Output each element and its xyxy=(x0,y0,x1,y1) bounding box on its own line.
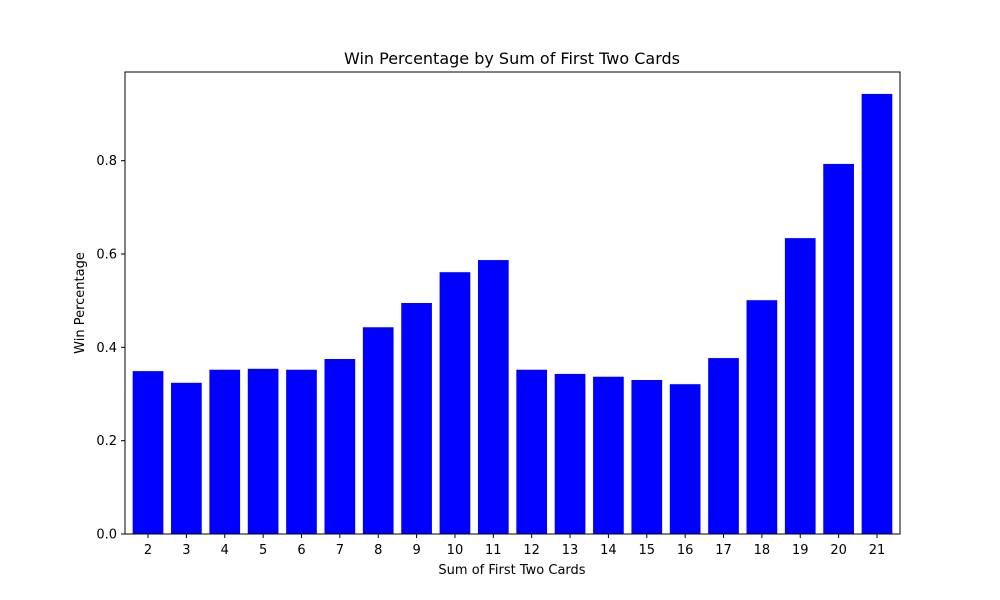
bar-13 xyxy=(554,373,586,534)
x-tick-label: 20 xyxy=(830,543,847,558)
bars-group xyxy=(132,93,893,535)
x-tick-label: 2 xyxy=(144,543,152,558)
bar-5 xyxy=(247,368,279,534)
x-tick-label: 5 xyxy=(259,543,267,558)
x-tick-label: 10 xyxy=(447,543,464,558)
y-tick-label: 0.2 xyxy=(96,434,117,449)
bar-20 xyxy=(823,163,854,534)
y-tick-label: 0.4 xyxy=(96,341,117,356)
bar-11 xyxy=(477,260,509,534)
x-tick-label: 14 xyxy=(600,543,617,558)
bar-17 xyxy=(708,358,739,534)
bar-10 xyxy=(439,272,471,534)
bar-19 xyxy=(784,238,816,534)
bar-12 xyxy=(516,369,548,534)
x-tick-label: 6 xyxy=(297,543,305,558)
x-tick-label: 15 xyxy=(639,543,656,558)
bar-15 xyxy=(631,380,663,534)
x-tick-label: 13 xyxy=(562,543,579,558)
x-tick-label: 9 xyxy=(412,543,420,558)
bar-16 xyxy=(669,384,701,534)
bar-21 xyxy=(861,93,893,535)
bar-9 xyxy=(401,303,432,534)
y-tick-label: 0.6 xyxy=(96,248,117,263)
bar-4 xyxy=(209,369,241,534)
x-tick-label: 16 xyxy=(677,543,694,558)
bar-6 xyxy=(286,369,317,534)
plot-frame xyxy=(124,71,901,535)
x-tick-label: 12 xyxy=(523,543,540,558)
x-axis-ticks: 2 3 4 5 6 7 8 9 10 11 12 13 14 15 16 17 18 19 20 21 xyxy=(144,534,885,558)
x-tick-label: 21 xyxy=(869,543,886,558)
bar-3 xyxy=(171,382,202,534)
x-tick-label: 7 xyxy=(336,543,344,558)
chart-title: Win Percentage by Sum of First Two Cards xyxy=(344,49,680,68)
y-tick-label: 0.0 xyxy=(96,528,117,543)
x-tick-label: 4 xyxy=(221,543,229,558)
bar-7 xyxy=(324,359,356,534)
x-tick-label: 3 xyxy=(182,543,190,558)
x-axis-label: Sum of First Two Cards xyxy=(438,563,585,578)
x-tick-label: 19 xyxy=(792,543,809,558)
y-axis-label: Win Percentage xyxy=(73,252,88,354)
bar-18 xyxy=(746,300,778,534)
bar-2 xyxy=(132,371,164,534)
y-tick-label: 0.8 xyxy=(96,154,117,169)
bar-8 xyxy=(362,327,394,534)
bar-14 xyxy=(593,376,624,534)
x-tick-label: 8 xyxy=(374,543,382,558)
y-axis-ticks: 0.0 0.2 0.4 0.6 0.8 xyxy=(96,154,125,543)
x-tick-label: 17 xyxy=(715,543,732,558)
x-tick-label: 11 xyxy=(485,543,502,558)
x-tick-label: 18 xyxy=(754,543,771,558)
